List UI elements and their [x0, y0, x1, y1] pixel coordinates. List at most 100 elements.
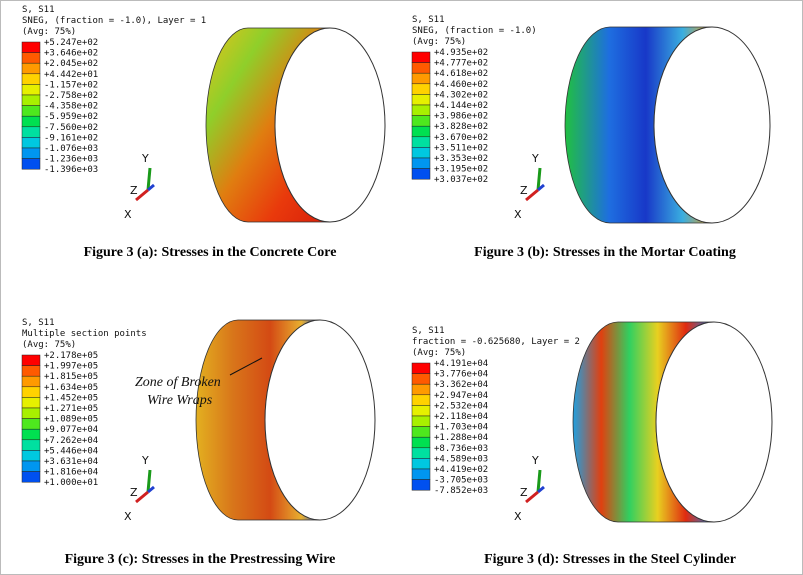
- cylinder-opening: [265, 320, 375, 520]
- legend-header: S, S11: [412, 326, 445, 336]
- legend-label: +2.045e+02: [44, 59, 98, 69]
- legend-band: [22, 387, 40, 398]
- legend-header: S, S11: [412, 15, 445, 25]
- legend-label: +4.191e+04: [434, 359, 488, 369]
- legend-band: [412, 94, 430, 105]
- caption: Figure 3 (b): Stresses in the Mortar Coa…: [474, 245, 736, 260]
- legend-band: [412, 374, 430, 385]
- legend-band: [412, 427, 430, 438]
- legend-band: [22, 159, 40, 170]
- legend-label: +5.446e+04: [44, 446, 98, 456]
- legend-band: [22, 419, 40, 430]
- legend-label: +3.776e+04: [434, 370, 488, 380]
- legend-band: [412, 458, 430, 469]
- legend-label: +3.511e+02: [434, 143, 488, 153]
- legend-band: [22, 127, 40, 138]
- legend-label: -4.358e+02: [44, 102, 98, 112]
- caption: Figure 3 (c): Stresses in the Prestressi…: [65, 552, 336, 567]
- axis-label: Y: [531, 152, 539, 165]
- legend-band: [22, 95, 40, 106]
- axis-label: X: [514, 510, 522, 523]
- legend-band: [412, 448, 430, 459]
- legend-band: [412, 437, 430, 448]
- legend-label: -1.076e+03: [44, 144, 98, 154]
- legend-label: +3.828e+02: [434, 122, 488, 132]
- legend-label: -1.157e+02: [44, 80, 98, 90]
- legend-label: +1.452e+05: [44, 393, 98, 403]
- legend-band: [22, 137, 40, 148]
- legend-label: +4.777e+02: [434, 59, 488, 69]
- legend-label: -9.161e+02: [44, 133, 98, 143]
- legend-band: [22, 116, 40, 127]
- legend-label: +1.634e+05: [44, 383, 98, 393]
- legend-label: -7.852e+03: [434, 486, 488, 496]
- legend-band: [412, 126, 430, 137]
- legend-band: [22, 63, 40, 74]
- legend-band: [22, 106, 40, 117]
- legend-header: fraction = -0.625680, Layer = 2: [412, 337, 580, 347]
- legend-band: [22, 355, 40, 366]
- legend-band: [22, 429, 40, 440]
- legend-label: +1.089e+05: [44, 415, 98, 425]
- legend-header: SNEG, (fraction = -1.0), Layer = 1: [22, 16, 206, 26]
- annotation: Wire Wraps: [147, 393, 213, 408]
- legend-band: [22, 472, 40, 483]
- legend-label: -1.236e+03: [44, 155, 98, 165]
- legend-label: +1.997e+05: [44, 362, 98, 372]
- legend-header: S, S11: [22, 5, 55, 15]
- legend-label: +7.262e+04: [44, 436, 98, 446]
- legend-header: (Avg: 75%): [22, 27, 76, 37]
- legend-label: +3.353e+02: [434, 154, 488, 164]
- caption: Figure 3 (a): Stresses in the Concrete C…: [84, 245, 337, 260]
- legend-header: (Avg: 75%): [412, 348, 466, 358]
- legend-label: +2.532e+04: [434, 401, 488, 411]
- legend-label: +4.935e+02: [434, 48, 488, 58]
- axis-x: [136, 492, 148, 502]
- legend-label: +1.271e+05: [44, 404, 98, 414]
- legend-band: [412, 363, 430, 374]
- legend-label: +3.195e+02: [434, 165, 488, 175]
- legend-band: [412, 52, 430, 63]
- axis-x: [136, 190, 148, 200]
- legend-label: -3.705e+03: [434, 476, 488, 486]
- annotation: Zone of Broken: [135, 375, 221, 390]
- legend-header: (Avg: 75%): [412, 37, 466, 47]
- legend-band: [412, 395, 430, 406]
- axis-label: Z: [130, 184, 138, 197]
- legend-label: +4.589e+03: [434, 454, 488, 464]
- legend-band: [412, 384, 430, 395]
- caption: Figure 3 (d): Stresses in the Steel Cyli…: [484, 552, 736, 567]
- legend-header: SNEG, (fraction = -1.0): [412, 26, 537, 36]
- legend-band: [22, 397, 40, 408]
- legend-band: [412, 169, 430, 180]
- legend-label: +4.302e+02: [434, 90, 488, 100]
- axis-label: Z: [520, 486, 528, 499]
- axis-x: [526, 492, 538, 502]
- legend-band: [22, 461, 40, 472]
- legend-label: +3.362e+04: [434, 380, 488, 390]
- legend-label: +9.077e+04: [44, 425, 98, 435]
- legend-label: -1.396e+03: [44, 165, 98, 175]
- legend-band: [412, 73, 430, 84]
- legend-label: +2.947e+04: [434, 391, 488, 401]
- cylinder-opening: [654, 27, 770, 223]
- legend-label: +4.618e+02: [434, 69, 488, 79]
- legend-label: +4.144e+02: [434, 101, 488, 111]
- legend-band: [412, 416, 430, 427]
- legend-label: -5.959e+02: [44, 112, 98, 122]
- legend-band: [22, 148, 40, 159]
- legend-band: [412, 158, 430, 169]
- legend-band: [412, 105, 430, 116]
- axis-label: X: [124, 208, 132, 221]
- legend-band: [412, 63, 430, 74]
- axis-label: Z: [520, 184, 528, 197]
- legend-band: [22, 376, 40, 387]
- legend-label: -7.560e+02: [44, 123, 98, 133]
- legend-label: +1.816e+04: [44, 468, 98, 478]
- legend-label: +5.247e+02: [44, 38, 98, 48]
- legend-band: [22, 84, 40, 95]
- legend-band: [22, 440, 40, 451]
- legend-band: [22, 42, 40, 53]
